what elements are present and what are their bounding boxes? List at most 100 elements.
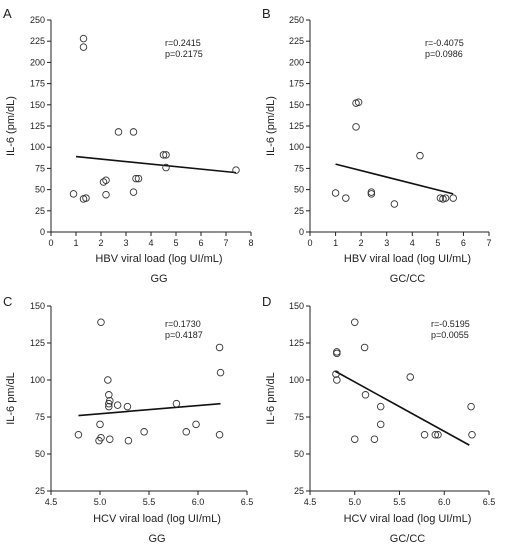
x-tick-label: 6.0 <box>192 497 205 507</box>
y-tick-label: 50 <box>294 449 304 459</box>
data-point <box>216 368 225 377</box>
data-point <box>182 428 190 436</box>
data-point <box>102 190 110 199</box>
data-point <box>124 436 133 445</box>
y-axis-label: IL-6 (pm/dL) <box>265 96 277 156</box>
panel-C: C 4.5 5.0 5.5 6.0 6.5 25 50 75 100 125 150 HCV viral… <box>3 294 253 545</box>
data-point <box>449 194 457 202</box>
data-point <box>406 373 414 381</box>
stats-label: r=0.1730 <box>165 319 201 329</box>
x-tick-label: 5.5 <box>143 497 156 507</box>
data-point <box>333 349 341 358</box>
y-tick-label: 50 <box>35 185 45 195</box>
x-tick-label: 2 <box>98 238 103 248</box>
panel-B: B 0 1 2 3 4 5 6 7 0 25 50 75 100 125 150 175 200 225 250 HBV… <box>262 6 492 285</box>
data-point <box>74 431 83 439</box>
y-tick-label: 0 <box>299 227 304 237</box>
stats-label: p=0.4187 <box>165 330 203 340</box>
y-tick-label: 175 <box>289 79 304 89</box>
data-point <box>106 396 114 405</box>
y-tick-label: 100 <box>30 375 45 385</box>
data-point <box>468 431 476 439</box>
stats-label: r=0.2415 <box>165 38 201 48</box>
y-tick-label: 75 <box>294 412 304 422</box>
data-point <box>79 34 88 43</box>
x-axis-label: HCV viral load (log UI/mL) <box>344 513 472 525</box>
data-point <box>123 402 132 411</box>
data-point <box>97 318 105 327</box>
data-point <box>370 435 379 443</box>
y-tick-label: 200 <box>30 57 45 67</box>
regression-line <box>78 402 221 417</box>
y-tick-label: 50 <box>294 185 304 195</box>
data-point <box>113 401 122 409</box>
data-point <box>129 188 138 196</box>
x-tick-label: 1 <box>333 238 338 248</box>
y-tick-label: 100 <box>30 142 45 152</box>
group-subtitle: GG <box>150 273 167 285</box>
x-tick-label: 4.5 <box>304 497 317 507</box>
regression-line <box>335 163 454 195</box>
data-point <box>102 176 110 185</box>
data-point <box>367 190 376 198</box>
data-point <box>69 190 78 198</box>
data-point <box>420 431 429 439</box>
data-point <box>159 151 168 159</box>
data-point <box>162 151 170 159</box>
y-tick-label: 25 <box>35 206 45 216</box>
data-point <box>376 402 385 411</box>
panel-D: D 4.5 5.0 5.5 6.0 6.5 25 50 75 100 125 150 HCV viral… <box>262 294 495 545</box>
data-point <box>441 194 450 202</box>
x-tick-label: 6 <box>461 238 466 248</box>
y-axis-label: IL-6 (pm/dL) <box>5 96 17 156</box>
group-subtitle: GG <box>148 533 165 545</box>
y-tick-label: 125 <box>30 121 45 131</box>
panel-letter: D <box>262 294 271 309</box>
data-point <box>162 163 170 172</box>
data-point <box>215 343 224 352</box>
x-tick-label: 5.0 <box>348 497 361 507</box>
group-subtitle: GC/CC <box>390 533 426 545</box>
y-tick-label: 225 <box>289 36 304 46</box>
data-point <box>105 391 113 399</box>
y-axis-label: IL-6 pm/dL <box>5 372 17 425</box>
data-point <box>351 435 359 443</box>
data-point <box>351 318 359 327</box>
x-tick-label: 6.5 <box>241 497 254 507</box>
data-point <box>114 128 123 136</box>
y-axis-label: IL-6 pm/dL <box>265 372 277 425</box>
x-tick-label: 8 <box>248 238 253 248</box>
y-tick-label: 25 <box>35 486 45 496</box>
data-point <box>215 431 224 439</box>
stats-label: r=-0.5195 <box>431 319 470 329</box>
data-point <box>105 399 113 408</box>
y-tick-label: 150 <box>30 100 45 110</box>
stats-label: p=0.0986 <box>425 49 463 59</box>
group-subtitle: GC/CC <box>390 273 426 285</box>
y-tick-label: 175 <box>30 79 45 89</box>
x-tick-label: 2 <box>359 238 364 248</box>
y-tick-label: 0 <box>40 227 45 237</box>
data-point <box>96 420 104 429</box>
data-point <box>192 420 200 429</box>
y-tick-label: 75 <box>35 163 45 173</box>
data-point <box>361 391 370 399</box>
panel-letter: C <box>3 294 12 309</box>
data-point <box>376 420 385 429</box>
regression-line <box>75 155 237 174</box>
data-point <box>390 200 399 208</box>
data-point <box>333 376 341 384</box>
x-tick-label: 6 <box>198 238 203 248</box>
data-point <box>434 431 442 439</box>
data-point <box>82 194 90 202</box>
y-tick-label: 25 <box>294 486 304 496</box>
stats-label: r=-0.4075 <box>425 38 464 48</box>
data-point <box>105 402 113 411</box>
x-tick-label: 7 <box>486 238 491 248</box>
panel-A: A 0 1 2 3 4 5 6 7 8 0 25 50 75 100 125 150 175 200 225 250 HB… <box>3 6 254 285</box>
x-tick-label: 5 <box>435 238 440 248</box>
data-point <box>99 178 108 186</box>
data-point <box>129 128 138 136</box>
y-tick-label: 75 <box>35 412 45 422</box>
